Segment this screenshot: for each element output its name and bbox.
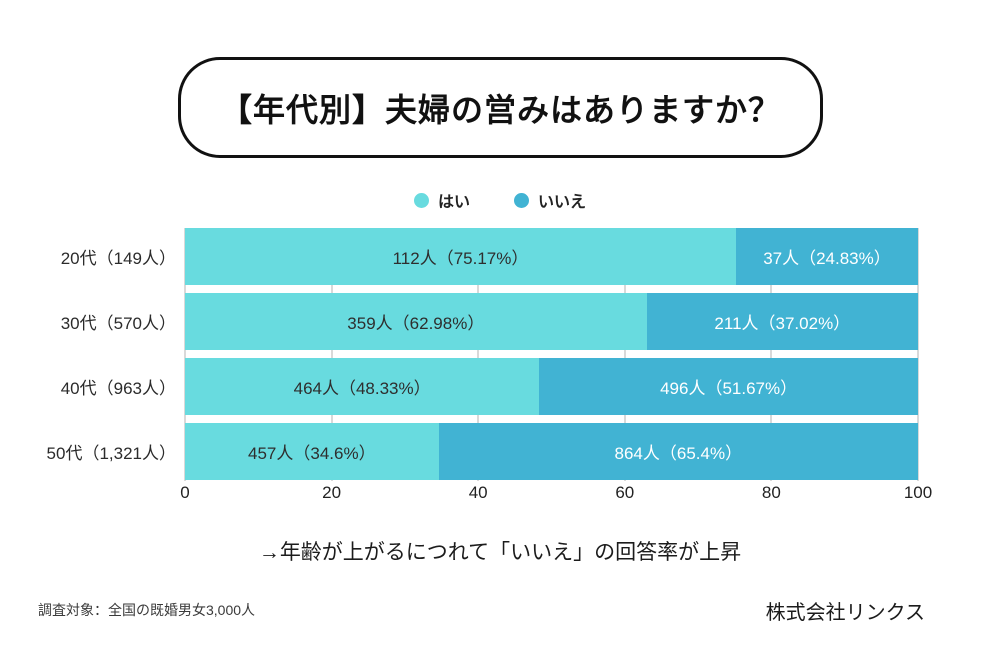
- bar-row-50s: 50代（1,321人） 457人（34.6%） 864人（65.4%）: [0, 423, 1000, 480]
- company-name: 株式会社リンクス: [765, 602, 925, 624]
- bar-segment-no: 211人（37.02%）: [646, 293, 918, 350]
- category-label: 30代（570人）: [60, 314, 176, 333]
- legend-item-yes: はい: [413, 188, 470, 212]
- legend-dot-yes-icon: [413, 192, 429, 208]
- legend-label-yes: はい: [437, 194, 470, 211]
- gridline: [917, 228, 919, 481]
- gridline: [477, 228, 480, 481]
- bar-segment-no: 864人（65.4%）: [438, 423, 918, 480]
- gridline: [623, 228, 626, 481]
- bar-segment-no: 37人（24.83%）: [735, 228, 918, 285]
- bar-segment-yes: 457人（34.6%）: [185, 423, 439, 480]
- legend-dot-no-icon: [514, 192, 529, 208]
- category-label: 20代（149人）: [60, 249, 176, 268]
- bar-track: 359人（62.98%） 211人（37.02%）: [185, 293, 918, 350]
- x-tick-label: 80: [761, 483, 781, 502]
- bar-row-40s: 40代（963人） 464人（48.33%） 496人（51.67%）: [0, 358, 1000, 415]
- gridline: [770, 228, 773, 481]
- bar-segment-yes: 359人（62.98%）: [185, 293, 647, 350]
- survey-subject-note: 調査対象：全国の既婚男女3,000人: [38, 602, 256, 618]
- gridline: [330, 228, 333, 481]
- chart-legend: はい いいえ: [0, 188, 1000, 212]
- bar-row-20s: 20代（149人） 112人（75.17%） 37人（24.83%）: [0, 228, 1000, 285]
- gridlines: [184, 228, 919, 481]
- x-tick-label: 20: [322, 483, 342, 502]
- bar-segment-no: 496人（51.67%）: [539, 358, 918, 415]
- bar-track: 464人（48.33%） 496人（51.67%）: [185, 358, 918, 415]
- x-tick-label: 0: [180, 483, 190, 502]
- x-tick-label: 40: [468, 483, 488, 502]
- annotation-note: →年齢が上がるにつれて「いいえ」の回答率が上昇: [258, 541, 742, 564]
- x-axis: 0 20 40 60 80 100: [180, 483, 932, 509]
- bar-segment-yes: 112人（75.17%）: [185, 228, 736, 285]
- gridline: [184, 228, 186, 481]
- bar-row-30s: 30代（570人） 359人（62.98%） 211人（37.02%）: [0, 293, 1000, 350]
- stacked-bar-chart: 20代（149人） 112人（75.17%） 37人（24.83%） 30代（5…: [0, 228, 1000, 481]
- bar-rows: 20代（149人） 112人（75.17%） 37人（24.83%） 30代（5…: [0, 228, 1000, 480]
- title-box: 【年代別】夫婦の営みはありますか？: [178, 57, 823, 158]
- legend-item-no: いいえ: [514, 188, 586, 212]
- x-tick-label: 60: [615, 483, 635, 502]
- x-tick-label: 100: [903, 483, 933, 502]
- bar-segment-yes: 464人（48.33%）: [185, 358, 540, 415]
- page-title: 【年代別】夫婦の営みはありますか？: [219, 91, 781, 128]
- bar-track: 112人（75.17%） 37人（24.83%）: [185, 228, 918, 285]
- bar-track: 457人（34.6%） 864人（65.4%）: [185, 423, 918, 480]
- category-label: 40代（963人）: [60, 379, 176, 398]
- legend-label-no: いいえ: [538, 194, 587, 211]
- category-label: 50代（1,321人）: [46, 444, 176, 463]
